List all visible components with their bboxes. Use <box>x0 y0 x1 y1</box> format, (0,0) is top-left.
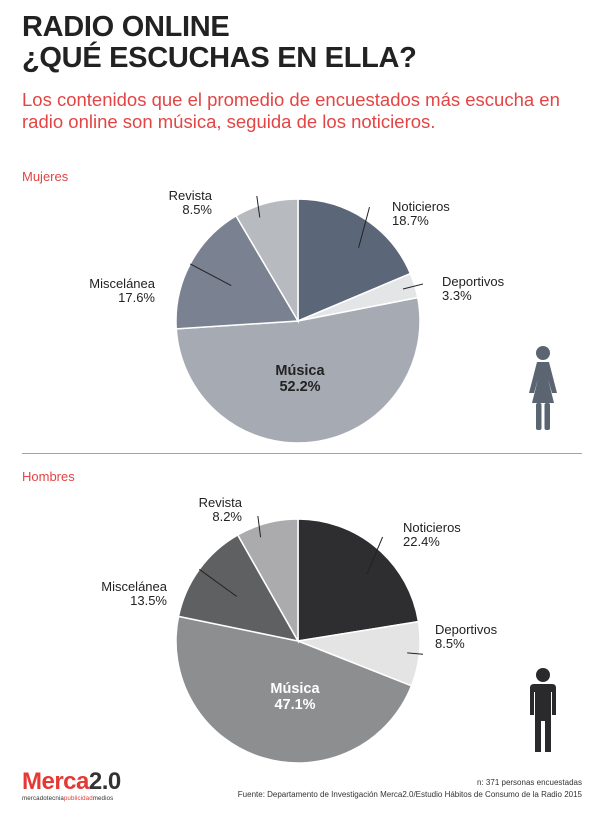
pie-slice-musica <box>175 615 413 764</box>
category-label: Revista <box>198 495 242 510</box>
pie-chart-hombres <box>175 516 423 764</box>
section-divider <box>22 453 582 454</box>
source-note: Fuente: Departamento de Investigación Me… <box>237 790 582 799</box>
pie-chart-mujeres <box>175 196 423 444</box>
category-label: Música <box>275 363 325 379</box>
section-label-hombres: Hombres <box>22 469 75 484</box>
category-label: Deportivos <box>435 622 498 637</box>
leader-line <box>189 263 232 287</box>
category-label: Noticieros <box>392 199 450 214</box>
value-label: 17.6% <box>118 290 155 305</box>
label-miscelanea-mujeres: Miscelánea 17.6% <box>60 277 155 305</box>
category-label: Miscelánea <box>89 276 155 291</box>
pie-slice-revista <box>235 198 299 324</box>
section-label-mujeres: Mujeres <box>22 169 69 184</box>
logo-tagline: mercadotecniapublicidadmedios <box>22 795 121 802</box>
logo-tag-a: mercadotecnia <box>22 795 64 802</box>
value-label: 52.2% <box>279 379 321 395</box>
value-label: 8.5% <box>435 636 465 651</box>
woman-icon <box>529 346 557 430</box>
leader-line <box>366 536 384 575</box>
man-icon <box>530 668 556 752</box>
label-revista-hombres: Revista 8.2% <box>170 496 242 524</box>
pie-slice-noticieros <box>297 518 420 642</box>
label-deportivos-mujeres: Deportivos 3.3% <box>442 275 504 303</box>
label-musica-hombres: Música 47.1% <box>265 681 325 713</box>
category-label: Noticieros <box>403 520 461 535</box>
leader-line <box>199 568 238 597</box>
label-noticieros-mujeres: Noticieros 18.7% <box>392 200 450 228</box>
logo-tag-b: publicidad <box>63 795 93 802</box>
category-label: Miscelánea <box>101 579 167 594</box>
category-label: Música <box>270 681 320 697</box>
logo-wordmark: Merca2.0 <box>22 770 121 794</box>
value-label: 47.1% <box>274 697 316 713</box>
logo-version: 2.0 <box>88 768 121 795</box>
leader-line <box>358 206 370 248</box>
label-miscelanea-hombres: Miscelánea 13.5% <box>72 580 167 608</box>
value-label: 22.4% <box>403 534 440 549</box>
value-label: 13.5% <box>130 593 167 608</box>
label-noticieros-hombres: Noticieros 22.4% <box>403 521 461 549</box>
value-label: 8.2% <box>212 509 242 524</box>
leader-line <box>256 196 261 218</box>
pie-slice-noticieros <box>297 198 412 323</box>
value-label: 3.3% <box>442 288 472 303</box>
category-label: Deportivos <box>442 274 505 289</box>
label-deportivos-hombres: Deportivos 8.5% <box>435 623 497 651</box>
merca20-logo: Merca2.0 mercadotecniapublicidadmedios <box>22 770 121 803</box>
title-line-1: RADIO ONLINE <box>22 11 230 43</box>
pie-slice-revista <box>236 518 299 644</box>
sample-size: n: 371 personas encuestadas <box>477 778 582 787</box>
leader-line <box>257 516 262 538</box>
leader-line <box>402 283 423 290</box>
pie-slice-miscelanea <box>177 533 300 643</box>
category-label: Revista <box>168 188 212 203</box>
value-label: 18.7% <box>392 213 429 228</box>
logo-tag-c: medios <box>92 795 114 802</box>
page-title: RADIO ONLINE ¿QUÉ ESCUCHAS EN ELLA? <box>22 12 417 74</box>
leader-line <box>407 652 423 655</box>
subtitle: Los contenidos que el promedio de encues… <box>22 89 560 132</box>
label-musica-mujeres: Música 52.2% <box>270 363 330 395</box>
logo-prefix: Merca <box>22 768 89 795</box>
footer-notes: n: 371 personas encuestadas Fuente: Depa… <box>238 777 582 801</box>
title-line-2: ¿QUÉ ESCUCHAS EN ELLA? <box>22 42 417 74</box>
pie-slice-musica <box>175 296 421 444</box>
value-label: 8.5% <box>182 202 212 217</box>
label-revista-mujeres: Revista 8.5% <box>140 189 212 217</box>
